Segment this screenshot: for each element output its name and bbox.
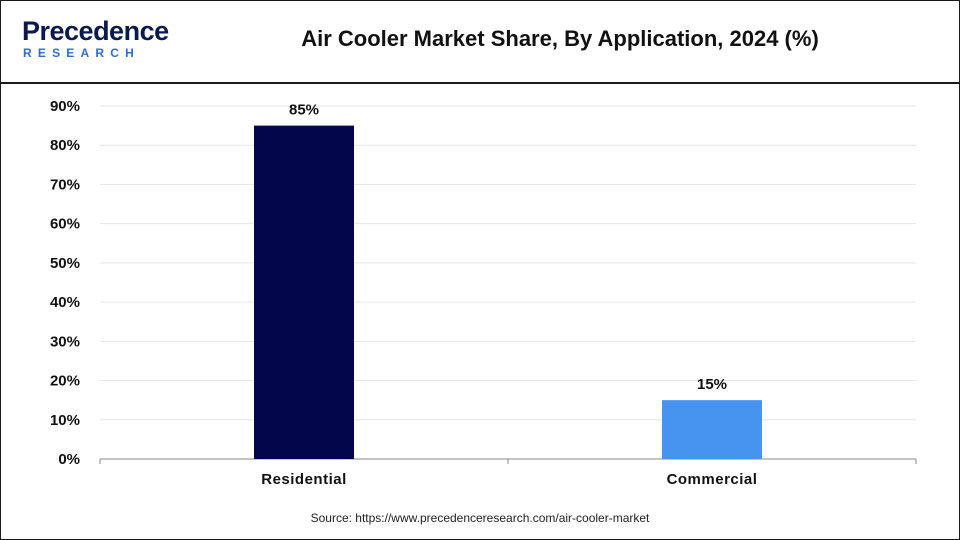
y-tick-label: 70% [50,176,80,193]
y-tick-label: 30% [50,333,80,350]
source-note: Source: https://www.precedenceresearch.c… [310,511,650,525]
brand-logo: Precedence RESEARCH [14,14,174,64]
bar-commercial [662,400,762,459]
y-tick-label: 50% [50,255,80,272]
bar-chart: 0% 10% 20% 30% 40% 50% 60% 70% 80% 90% 85% Resident… [50,98,917,488]
bar-residential [254,125,354,459]
header: Precedence RESEARCH Air Cooler Market Sh… [0,0,960,84]
x-tick-label: Residential [261,471,347,488]
y-tick-label: 80% [50,137,80,154]
y-tick-label: 90% [50,98,80,115]
y-tick-label: 40% [50,294,80,311]
y-tick-label: 20% [50,373,80,390]
y-tick-label: 10% [50,412,80,429]
logo-subtitle: RESEARCH [23,46,140,60]
logo-wordmark: Precedence [22,16,169,46]
chart-title: Air Cooler Market Share, By Application,… [301,26,819,51]
x-tick-label: Commercial [667,471,758,488]
data-label: 15% [697,376,727,393]
y-tick-label: 60% [50,216,80,233]
y-tick-label: 0% [58,451,80,468]
data-label: 85% [289,102,319,119]
